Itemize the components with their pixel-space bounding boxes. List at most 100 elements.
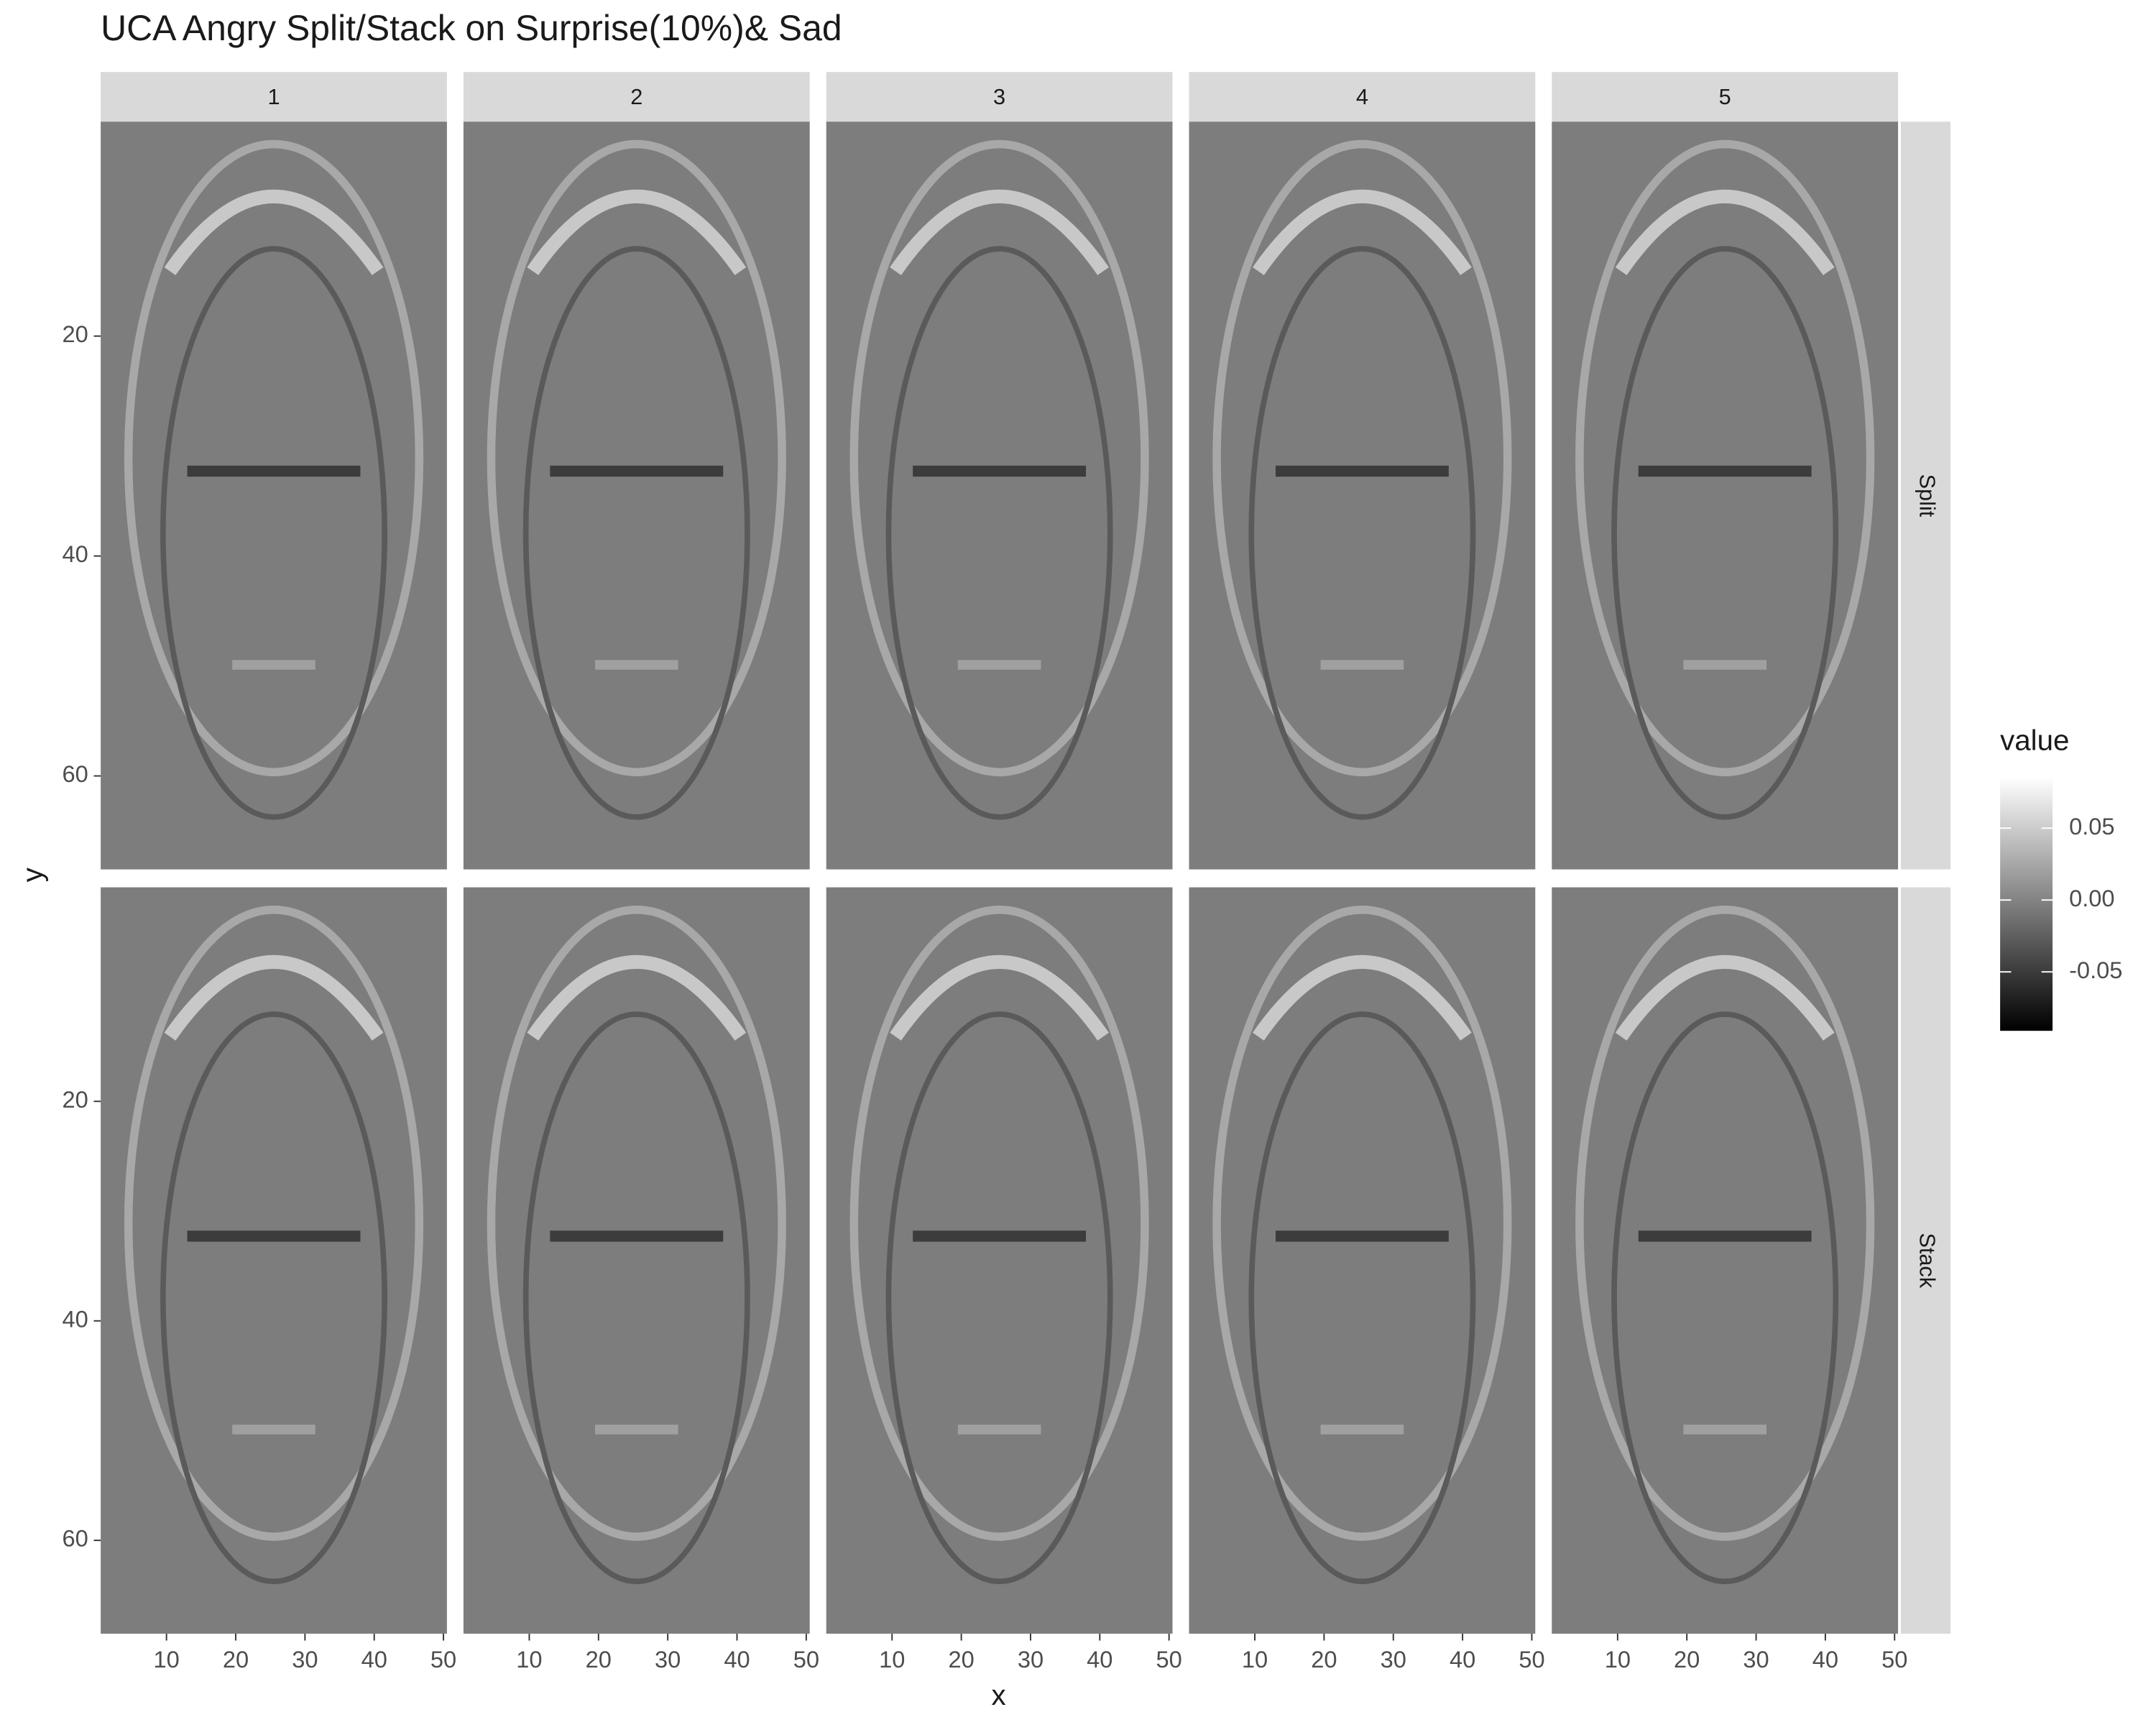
- hair-band: [527, 955, 747, 1041]
- raster-panel: [1189, 887, 1536, 1634]
- raster-panel: [826, 887, 1173, 1634]
- y-tick-label: 20: [63, 321, 88, 347]
- raster-panel: [101, 121, 447, 870]
- x-tick-label: 40: [1450, 1646, 1475, 1673]
- colorbar: [2000, 776, 2053, 1031]
- hair-band: [527, 189, 747, 275]
- legend-title: value: [2000, 724, 2069, 757]
- eye-band: [550, 465, 724, 477]
- colorbar-tick-label: -0.05: [2069, 957, 2122, 983]
- x-tick-label: 10: [516, 1646, 542, 1673]
- x-tick-label: 30: [1018, 1646, 1044, 1673]
- raster-panel: [826, 121, 1173, 870]
- mouth-band: [232, 1425, 315, 1435]
- chart-title: UCA Angry Split/Stack on Surprise(10%)& …: [101, 8, 842, 48]
- eye-band: [1275, 1230, 1449, 1242]
- face-outline: [522, 1011, 750, 1585]
- x-tick-label: 50: [1156, 1646, 1182, 1673]
- mouth-band: [957, 660, 1041, 670]
- x-tick-label: 20: [1311, 1646, 1337, 1673]
- hair-band: [890, 189, 1110, 275]
- y-axis-label: y: [17, 867, 49, 882]
- hair-band: [164, 189, 384, 275]
- facet-strip-label: 2: [630, 84, 642, 109]
- mouth-band: [1683, 1425, 1767, 1435]
- face-outline: [849, 905, 1149, 1541]
- x-tick-label: 40: [361, 1646, 387, 1673]
- facet-strip-label: 5: [1719, 84, 1731, 109]
- y-tick-label: 20: [63, 1086, 88, 1113]
- raster-panel: [1552, 121, 1899, 870]
- raster-panel: [1552, 887, 1899, 1634]
- x-tick-label: 50: [793, 1646, 819, 1673]
- x-tick-label: 20: [948, 1646, 974, 1673]
- x-tick-label: 40: [1087, 1646, 1112, 1673]
- eye-band: [550, 1230, 724, 1242]
- face-outline: [849, 139, 1149, 777]
- facet-strip: [1552, 72, 1899, 122]
- hair-band: [1252, 189, 1472, 275]
- facet-strip: [1189, 72, 1536, 122]
- face-outline: [885, 246, 1113, 820]
- eye-band: [913, 1230, 1087, 1242]
- mouth-band: [594, 1425, 678, 1435]
- raster-panel: [1189, 121, 1536, 870]
- face-outline: [1212, 905, 1512, 1541]
- x-tick-label: 50: [1881, 1646, 1907, 1673]
- facet-strip: [1900, 887, 1951, 1634]
- mouth-band: [594, 660, 678, 670]
- hair-band: [1615, 955, 1835, 1041]
- facet-strip-label: Split: [1915, 474, 1940, 518]
- face-outline: [1575, 905, 1875, 1541]
- y-tick-label: 60: [63, 1525, 88, 1552]
- y-tick-label: 40: [63, 540, 88, 567]
- eye-band: [1638, 1230, 1812, 1242]
- mouth-band: [232, 660, 315, 670]
- x-tick-label: 50: [1519, 1646, 1544, 1673]
- x-tick-label: 30: [1381, 1646, 1406, 1673]
- face-outline: [1212, 139, 1512, 777]
- facet-strip-label: 3: [993, 84, 1005, 109]
- face-outline: [885, 1011, 1113, 1585]
- face-outline: [1248, 246, 1476, 820]
- facet-strip-label: 1: [267, 84, 280, 109]
- mouth-band: [1320, 660, 1404, 670]
- facet-strip: [826, 72, 1173, 122]
- facet-strip-label: Stack: [1915, 1233, 1940, 1288]
- x-tick-label: 10: [154, 1646, 180, 1673]
- face-outline: [1248, 1011, 1476, 1585]
- x-tick-label: 30: [655, 1646, 681, 1673]
- x-tick-label: 20: [1674, 1646, 1700, 1673]
- x-tick-label: 10: [1605, 1646, 1631, 1673]
- face-outline: [1611, 1011, 1839, 1585]
- face-outline: [522, 246, 750, 820]
- face-outline: [1611, 246, 1839, 820]
- raster-panel: [101, 887, 447, 1634]
- eye-band: [913, 465, 1087, 477]
- x-tick-label: 50: [430, 1646, 456, 1673]
- eye-band: [1275, 465, 1449, 477]
- facet-strip-label: 4: [1356, 84, 1368, 109]
- x-tick-label: 40: [724, 1646, 750, 1673]
- eye-band: [187, 465, 361, 477]
- raster-panel: [463, 121, 810, 870]
- mouth-band: [1320, 1425, 1404, 1435]
- mouth-band: [1683, 660, 1767, 670]
- x-tick-label: 40: [1812, 1646, 1838, 1673]
- colorbar-tick-label: 0.00: [2069, 885, 2114, 911]
- hair-band: [1252, 955, 1472, 1041]
- face-outline: [487, 905, 786, 1541]
- x-tick-label: 30: [292, 1646, 318, 1673]
- hair-band: [164, 955, 384, 1041]
- y-tick-label: 40: [63, 1305, 88, 1332]
- x-tick-label: 10: [879, 1646, 905, 1673]
- x-tick-label: 30: [1743, 1646, 1769, 1673]
- facet-strip: [1900, 121, 1951, 870]
- face-outline: [160, 246, 388, 820]
- facet-strip: [463, 72, 810, 122]
- hair-band: [1615, 189, 1835, 275]
- x-axis-label: x: [992, 1679, 1006, 1711]
- colorbar-tick-label: 0.05: [2069, 813, 2114, 840]
- face-outline: [124, 139, 424, 777]
- hair-band: [890, 955, 1109, 1041]
